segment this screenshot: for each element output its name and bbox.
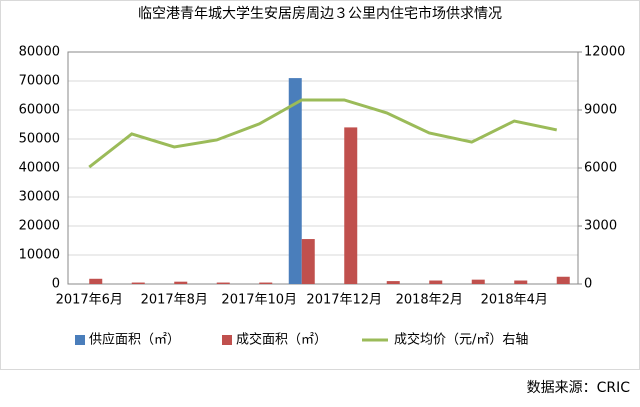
legend-label: 成交面积（㎡） xyxy=(236,332,327,348)
bar xyxy=(386,281,400,284)
bar xyxy=(174,281,188,284)
y-tick-label: 0 xyxy=(52,277,60,292)
y2-tick-label: 12000 xyxy=(584,45,625,60)
x-tick-label: 2017年12月 xyxy=(306,293,382,308)
source: 数据来源：CRIC xyxy=(527,380,631,396)
bar xyxy=(259,282,273,284)
x-tick-label: 2017年8月 xyxy=(141,293,208,308)
x-tick-label: 2017年10月 xyxy=(221,293,297,308)
x-tick-label: 2018年2月 xyxy=(396,293,463,308)
legend-swatch xyxy=(75,335,85,345)
bar xyxy=(288,78,302,284)
y-tick-label: 80000 xyxy=(19,45,60,60)
line xyxy=(88,98,558,169)
bar xyxy=(514,280,528,284)
chart-border xyxy=(0,0,640,370)
bar xyxy=(131,282,145,284)
y2-tick-label: 9000 xyxy=(584,103,617,118)
y-tick-label: 10000 xyxy=(19,248,60,263)
bar xyxy=(471,279,485,284)
y2-tick-label: 0 xyxy=(584,277,592,292)
plot-frame xyxy=(67,51,579,285)
legend-swatch xyxy=(222,335,232,345)
bar xyxy=(301,239,315,284)
x-tick-label: 2017年6月 xyxy=(56,293,123,308)
y2-tick-label: 3000 xyxy=(584,219,617,234)
x-tick-label: 2018年4月 xyxy=(481,293,548,308)
bar xyxy=(216,282,230,284)
bar xyxy=(556,276,570,284)
legend-label: 成交均价（元/㎡）右轴 xyxy=(394,332,528,348)
legend-label: 供应面积（㎡） xyxy=(89,332,180,348)
chart-title: 临空港青年城大学生安居房周边３公里内住宅市场供求情况 xyxy=(138,5,502,22)
bar xyxy=(344,127,358,285)
y-tick-label: 70000 xyxy=(19,74,60,89)
y-tick-label: 60000 xyxy=(19,103,60,118)
y-tick-label: 20000 xyxy=(19,219,60,234)
y-tick-label: 50000 xyxy=(19,132,60,147)
y-tick-label: 40000 xyxy=(19,161,60,176)
bar xyxy=(89,278,103,284)
bar xyxy=(429,280,443,284)
y-tick-label: 30000 xyxy=(19,190,60,205)
y2-tick-label: 6000 xyxy=(584,161,617,176)
